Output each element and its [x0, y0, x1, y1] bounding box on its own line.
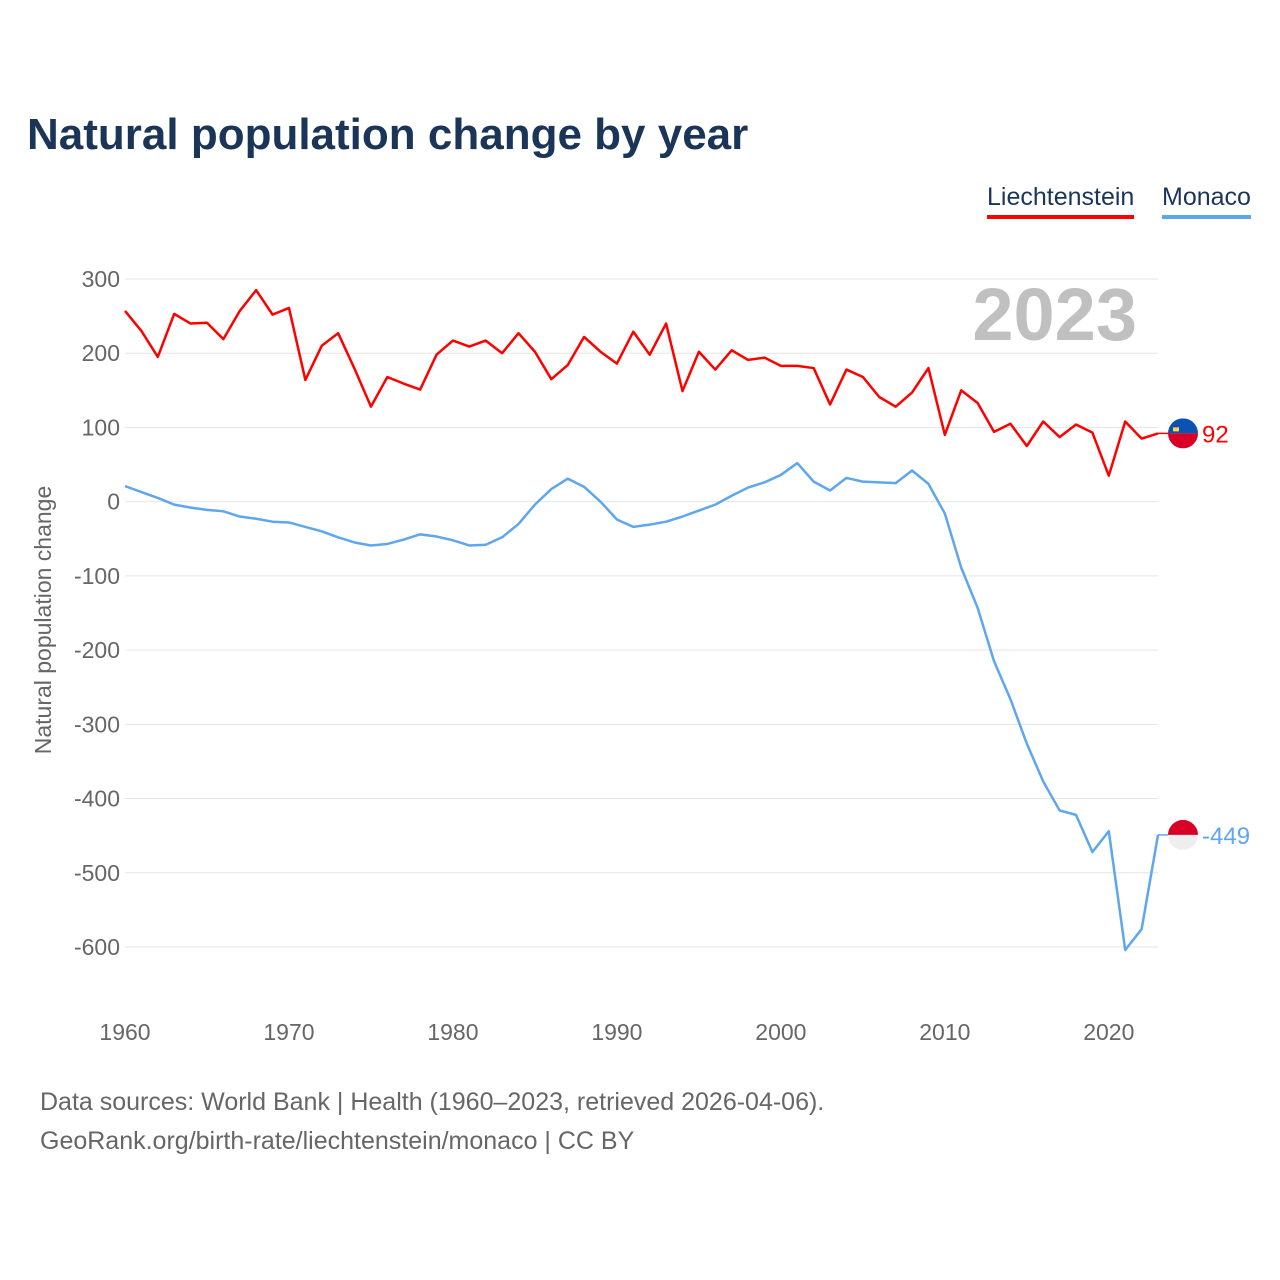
x-tick-label: 2010: [919, 1019, 970, 1045]
x-tick-label: 1990: [591, 1019, 642, 1045]
y-tick-label: -200: [74, 637, 120, 663]
legend-liechtenstein[interactable]: Liechtenstein: [987, 183, 1135, 219]
series-line-monaco: [124, 461, 1160, 952]
y-tick-label: -400: [74, 786, 120, 812]
y-tick-label: -500: [74, 860, 120, 886]
x-tick-label: 2020: [1083, 1019, 1134, 1045]
x-tick-label: 1980: [427, 1019, 478, 1045]
end-value-label: 92: [1202, 421, 1229, 448]
end-value-label: -449: [1202, 823, 1250, 850]
footer-link[interactable]: GeoRank.org/birth-rate/liechtenstein/mon…: [40, 1127, 635, 1155]
y-tick-label: -300: [74, 711, 120, 737]
y-tick-label: 300: [82, 266, 120, 292]
series-line-liechtenstein: [124, 288, 1159, 477]
chart-title: Natural population change by year: [27, 110, 749, 159]
x-tick-label: 1970: [263, 1019, 314, 1045]
monaco-flag-icon: [1168, 819, 1198, 850]
x-tick-label: 2000: [755, 1019, 806, 1045]
legend-monaco[interactable]: Monaco: [1162, 183, 1251, 219]
y-tick-label: 200: [82, 340, 120, 366]
year-watermark: 2023: [972, 273, 1137, 356]
x-tick-label: 1960: [99, 1019, 150, 1045]
footer-sources: Data sources: World Bank | Health (1960–…: [40, 1088, 825, 1116]
y-tick-label: 100: [82, 414, 120, 440]
y-tick-label: -100: [74, 563, 120, 589]
y-axis-label: Natural population change: [30, 486, 56, 755]
liechtenstein-flag-icon: [1168, 418, 1198, 449]
y-tick-label: -600: [74, 934, 120, 960]
y-tick-label: 0: [107, 489, 120, 515]
